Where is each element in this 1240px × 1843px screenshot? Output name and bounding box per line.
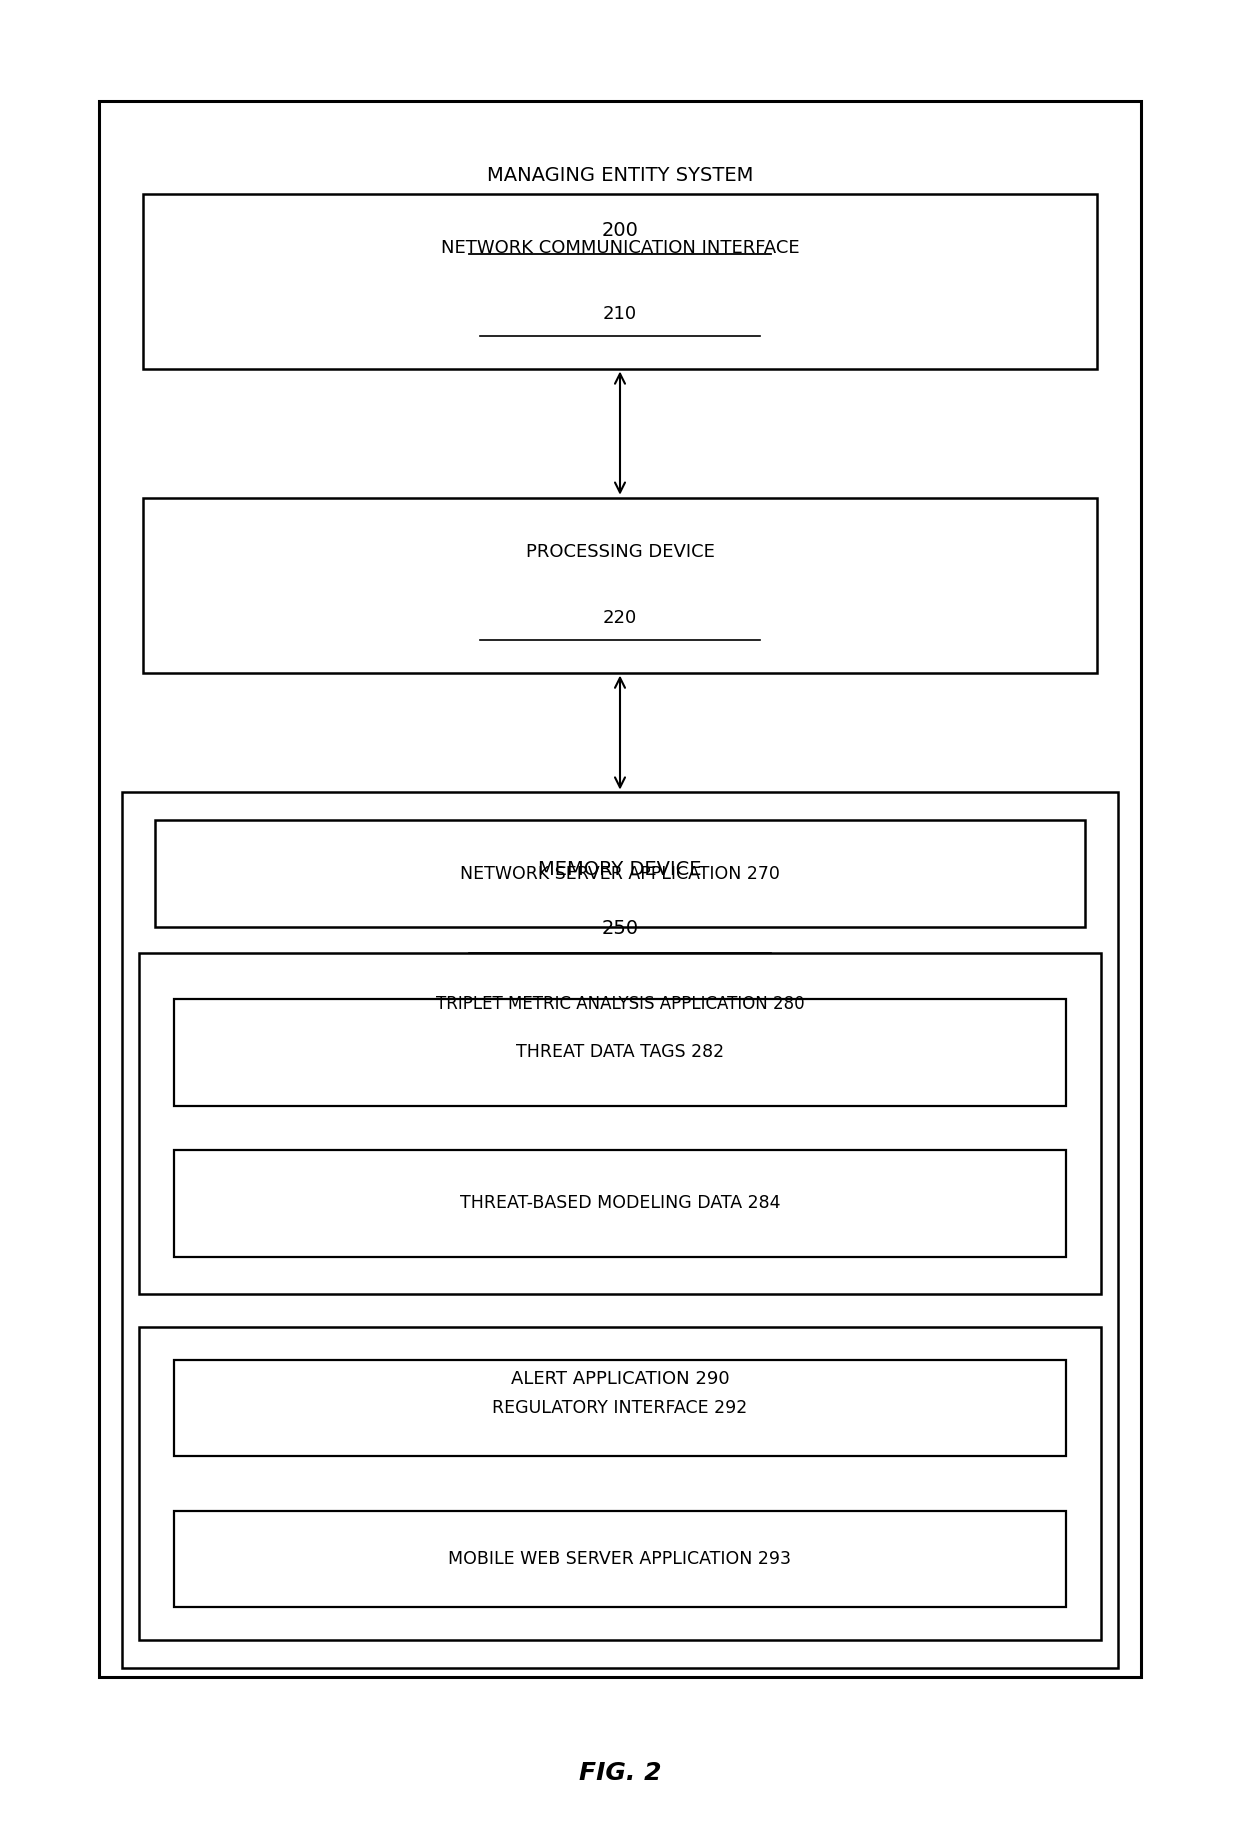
Text: NETWORK SERVER APPLICATION 270: NETWORK SERVER APPLICATION 270 [460,864,780,883]
Bar [122,792,1118,1668]
Text: 200: 200 [601,221,639,240]
Text: PROCESSING DEVICE: PROCESSING DEVICE [526,544,714,560]
Text: REGULATORY INTERFACE 292: REGULATORY INTERFACE 292 [492,1399,748,1417]
Bar [174,1150,1066,1257]
Text: NETWORK COMMUNICATION INTERFACE: NETWORK COMMUNICATION INTERFACE [440,240,800,256]
Text: FIG. 2: FIG. 2 [579,1760,661,1786]
Text: MEMORY DEVICE: MEMORY DEVICE [538,861,702,879]
Bar [139,1327,1101,1640]
Text: MOBILE WEB SERVER APPLICATION 293: MOBILE WEB SERVER APPLICATION 293 [449,1550,791,1568]
Bar [139,953,1101,1294]
Bar [155,820,1085,927]
Bar [143,498,1097,673]
Bar [99,101,1141,1677]
Text: MANAGING ENTITY SYSTEM: MANAGING ENTITY SYSTEM [487,166,753,184]
Text: ALERT APPLICATION 290: ALERT APPLICATION 290 [511,1369,729,1388]
Text: 250: 250 [601,920,639,938]
Bar [174,1360,1066,1456]
Text: 210: 210 [603,306,637,323]
Text: TRIPLET METRIC ANALYSIS APPLICATION 280: TRIPLET METRIC ANALYSIS APPLICATION 280 [435,995,805,1014]
Text: THREAT DATA TAGS 282: THREAT DATA TAGS 282 [516,1043,724,1062]
Text: 220: 220 [603,610,637,627]
Bar [174,999,1066,1106]
Bar [174,1511,1066,1607]
Text: THREAT-BASED MODELING DATA 284: THREAT-BASED MODELING DATA 284 [460,1194,780,1213]
Bar [143,194,1097,369]
